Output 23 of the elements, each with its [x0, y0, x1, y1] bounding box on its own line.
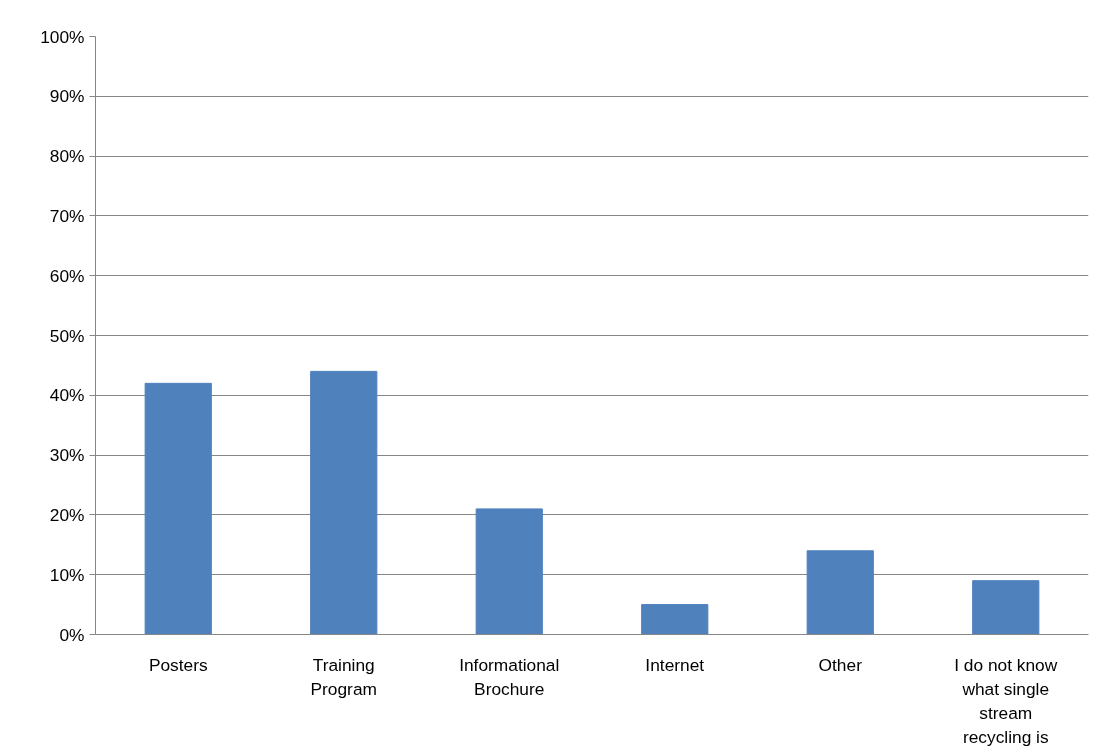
bar	[310, 370, 378, 635]
y-tick-label: 70%	[49, 205, 85, 226]
y-tick-label: 0%	[59, 624, 85, 645]
y-tick-label: 80%	[49, 146, 85, 167]
y-tick-label: 100%	[40, 26, 85, 47]
y-tick-label: 20%	[49, 504, 85, 525]
bar	[972, 580, 1040, 635]
y-tick-label: 60%	[49, 265, 85, 286]
x-tick-label: Informational Brochure	[459, 654, 560, 699]
bar	[144, 382, 212, 635]
x-tick-label: Posters	[148, 654, 208, 675]
x-tick-label: I do not know what single stream recycling is	[954, 654, 1058, 747]
bar	[475, 508, 543, 635]
x-tick-label: Other	[818, 654, 863, 675]
y-tick-label: 90%	[49, 86, 85, 107]
y-tick-label: 10%	[49, 564, 85, 585]
x-tick-label: Internet	[645, 654, 705, 675]
y-tick-label: 30%	[49, 445, 85, 466]
bar	[806, 550, 874, 635]
y-tick-label: 50%	[49, 325, 85, 346]
y-tick-label: 40%	[49, 385, 85, 406]
x-tick-label: Training Program	[310, 654, 377, 699]
bar	[641, 604, 709, 635]
